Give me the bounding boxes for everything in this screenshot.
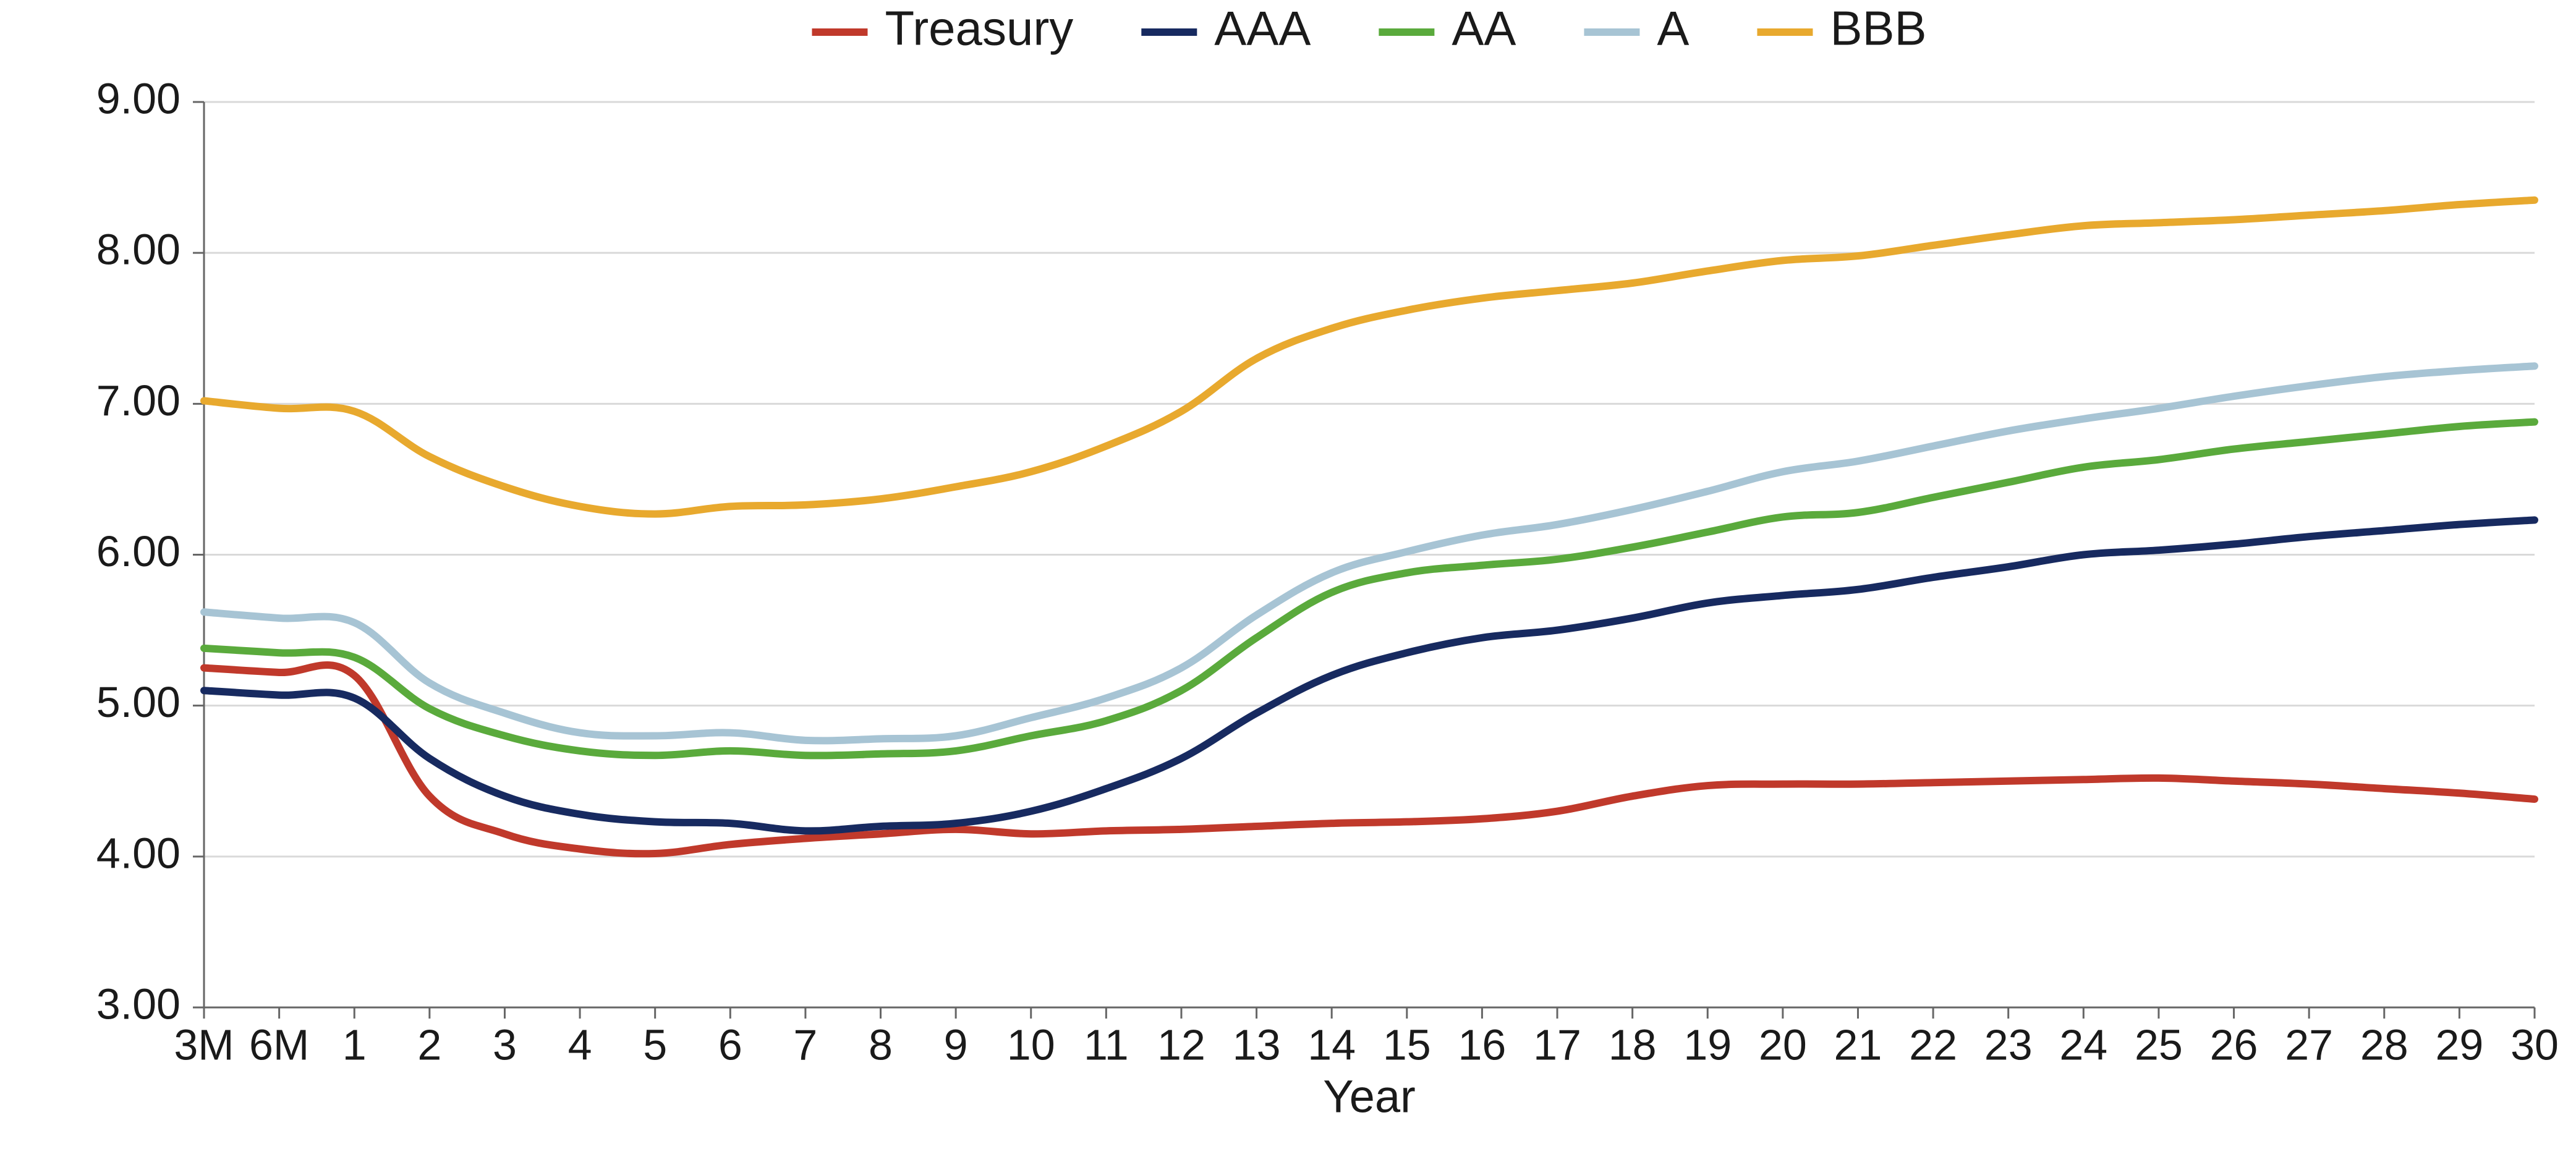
y-tick-label: 8.00 [96, 226, 181, 274]
x-tick-label: 9 [944, 1021, 968, 1069]
x-tick-label: 24 [2059, 1021, 2107, 1069]
yield-curve-chart: 3.004.005.006.007.008.009.003M6M12345678… [0, 0, 2576, 1157]
y-tick-label: 9.00 [96, 74, 181, 122]
x-tick-label: 19 [1683, 1021, 1732, 1069]
x-tick-label: 7 [793, 1021, 817, 1069]
y-tick-label: 6.00 [96, 527, 181, 575]
x-tick-label: 16 [1458, 1021, 1506, 1069]
x-tick-label: 4 [568, 1021, 592, 1069]
x-tick-label: 29 [2435, 1021, 2483, 1069]
legend-label: AAA [1214, 1, 1311, 56]
x-tick-label: 13 [1233, 1021, 1281, 1069]
x-tick-label: 3M [174, 1021, 234, 1069]
x-tick-label: 18 [1609, 1021, 1657, 1069]
x-tick-label: 25 [2135, 1021, 2183, 1069]
x-tick-label: 6M [249, 1021, 309, 1069]
x-tick-label: 5 [643, 1021, 667, 1069]
x-axis-label: Year [1323, 1071, 1416, 1122]
x-tick-label: 26 [2210, 1021, 2258, 1069]
chart-svg: 3.004.005.006.007.008.009.003M6M12345678… [0, 0, 2576, 1157]
y-tick-label: 3.00 [96, 980, 181, 1028]
legend-label: Treasury [885, 1, 1073, 56]
x-tick-label: 8 [869, 1021, 893, 1069]
x-tick-label: 21 [1834, 1021, 1882, 1069]
x-tick-label: 23 [1984, 1021, 2033, 1069]
y-tick-label: 4.00 [96, 829, 181, 877]
x-tick-label: 12 [1157, 1021, 1205, 1069]
x-tick-label: 22 [1909, 1021, 1957, 1069]
x-tick-label: 28 [2360, 1021, 2408, 1069]
x-tick-label: 14 [1307, 1021, 1356, 1069]
x-tick-label: 1 [342, 1021, 367, 1069]
legend-label: BBB [1830, 1, 1926, 56]
x-tick-label: 20 [1759, 1021, 1807, 1069]
y-tick-label: 5.00 [96, 678, 181, 726]
x-tick-label: 30 [2510, 1021, 2559, 1069]
x-tick-label: 15 [1383, 1021, 1431, 1069]
x-tick-label: 17 [1533, 1021, 1581, 1069]
x-tick-label: 3 [493, 1021, 517, 1069]
y-tick-label: 7.00 [96, 376, 181, 425]
x-tick-label: 2 [417, 1021, 441, 1069]
x-tick-label: 27 [2285, 1021, 2333, 1069]
x-tick-label: 11 [1084, 1021, 1129, 1069]
x-tick-label: 10 [1007, 1021, 1055, 1069]
x-tick-label: 6 [718, 1021, 742, 1069]
legend-label: A [1657, 1, 1689, 56]
legend-label: AA [1452, 1, 1516, 56]
